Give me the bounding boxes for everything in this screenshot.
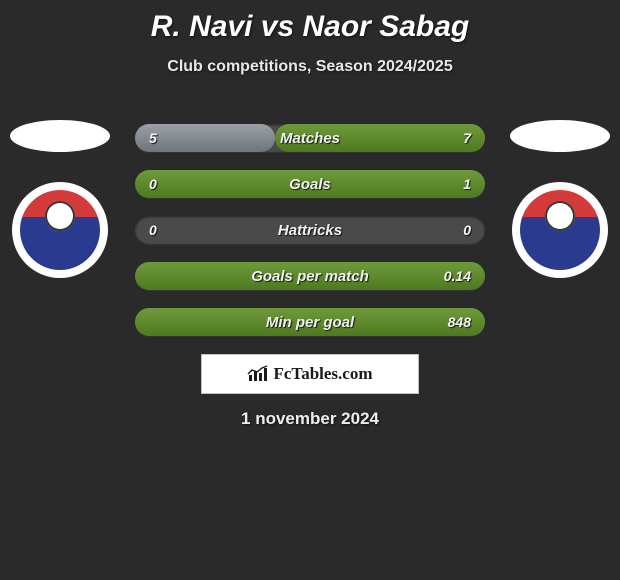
badge-stripe xyxy=(520,217,600,243)
stat-value-left: 0 xyxy=(149,176,157,192)
stat-label: Min per goal xyxy=(266,314,354,331)
badge-ball-icon xyxy=(45,201,75,231)
stat-bar: 0 1 Goals xyxy=(135,170,485,198)
watermark-chart-icon xyxy=(247,365,269,383)
badge-stripe xyxy=(20,217,100,243)
watermark-text: FcTables.com xyxy=(273,364,372,384)
stat-bar: 0.14 Goals per match xyxy=(135,262,485,290)
stat-bar: 848 Min per goal xyxy=(135,308,485,336)
stat-label: Goals per match xyxy=(251,268,369,285)
stat-bar: 0 0 Hattricks xyxy=(135,216,485,244)
badge-stripe xyxy=(520,244,600,270)
stat-value-right: 1 xyxy=(463,176,471,192)
stat-value-right: 848 xyxy=(448,314,471,330)
stat-value-right: 0 xyxy=(463,222,471,238)
player-right-photo-placeholder xyxy=(510,120,610,152)
date-label: 1 november 2024 xyxy=(0,409,620,429)
stat-value-left: 0 xyxy=(149,222,157,238)
page-title: R. Navi vs Naor Sabag xyxy=(0,0,620,44)
stat-label: Matches xyxy=(280,130,340,147)
stat-bar: 5 7 Matches xyxy=(135,124,485,152)
badge-stripe xyxy=(520,190,600,217)
player-left-club-badge xyxy=(12,182,108,278)
stat-value-right: 0.14 xyxy=(444,268,471,284)
badge-stripe xyxy=(20,244,100,270)
watermark: FcTables.com xyxy=(201,354,419,394)
player-left-photo-placeholder xyxy=(10,120,110,152)
player-right-club-badge xyxy=(512,182,608,278)
badge-stripe xyxy=(20,190,100,217)
stat-label: Goals xyxy=(289,176,331,193)
stat-value-right: 7 xyxy=(463,130,471,146)
subtitle: Club competitions, Season 2024/2025 xyxy=(0,58,620,76)
stat-label: Hattricks xyxy=(278,222,342,239)
stat-value-left: 5 xyxy=(149,130,157,146)
badge-ball-icon xyxy=(545,201,575,231)
